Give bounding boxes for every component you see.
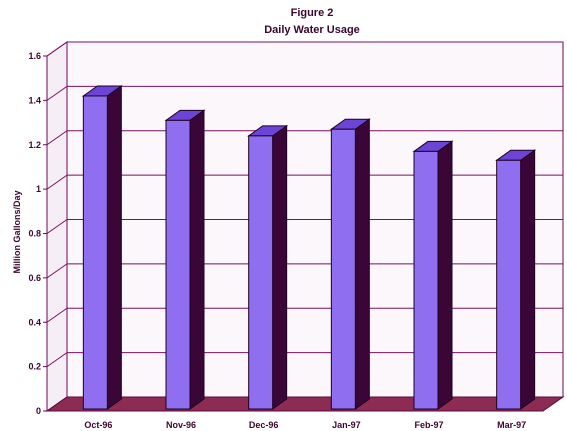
gridline-depth — [46, 85, 68, 101]
y-tick-label: 0.8 — [28, 229, 41, 239]
x-tick-label: Dec-96 — [249, 420, 279, 430]
y-tick-label: 1.6 — [28, 51, 41, 61]
chart-title: Figure 2 — [291, 7, 334, 19]
x-tick-label: Mar-97 — [497, 420, 526, 430]
x-tick-label: Oct-96 — [84, 420, 112, 430]
x-tick-label: Jan-97 — [332, 420, 361, 430]
chart-subtitle: Daily Water Usage — [264, 24, 360, 36]
gridline-depth — [46, 41, 68, 57]
gridline-depth — [46, 219, 68, 234]
bar — [248, 135, 274, 410]
gridline-depth — [46, 174, 68, 190]
bar-side — [272, 124, 288, 410]
gridline-depth — [46, 352, 68, 368]
y-tick-label: 0.2 — [28, 362, 41, 372]
gridline-depth — [46, 263, 68, 279]
bar — [165, 119, 191, 410]
x-tick-label: Nov-96 — [166, 420, 196, 430]
y-axis-title: Million Gallons/Day — [12, 190, 22, 273]
y-tick-label: 0.4 — [28, 317, 41, 327]
y-tick-label: 0.6 — [28, 273, 41, 283]
bar-side — [354, 118, 370, 410]
bar-side — [520, 149, 536, 410]
floor — [45, 396, 565, 412]
plot-area: 0 0.2 0.4 0.6 0.8 1 1.2 1.4 1.6 Oct-96 Nov-96 Dec-9… — [28, 41, 565, 430]
x-tick-label: Feb-97 — [414, 420, 443, 430]
bar-side — [189, 109, 205, 410]
gridline-depth — [46, 307, 68, 323]
bar — [82, 95, 108, 410]
y-tick-label: 1.2 — [28, 140, 41, 150]
bar — [330, 128, 356, 410]
bar — [496, 159, 522, 410]
y-tick-label: 1.4 — [28, 95, 41, 105]
bar-side — [437, 140, 453, 410]
y-tick-label: 1 — [36, 184, 41, 194]
y-tick-label: 0 — [36, 406, 41, 416]
bar — [413, 150, 439, 410]
gridline-depth — [46, 130, 68, 146]
bar-side — [106, 84, 122, 410]
